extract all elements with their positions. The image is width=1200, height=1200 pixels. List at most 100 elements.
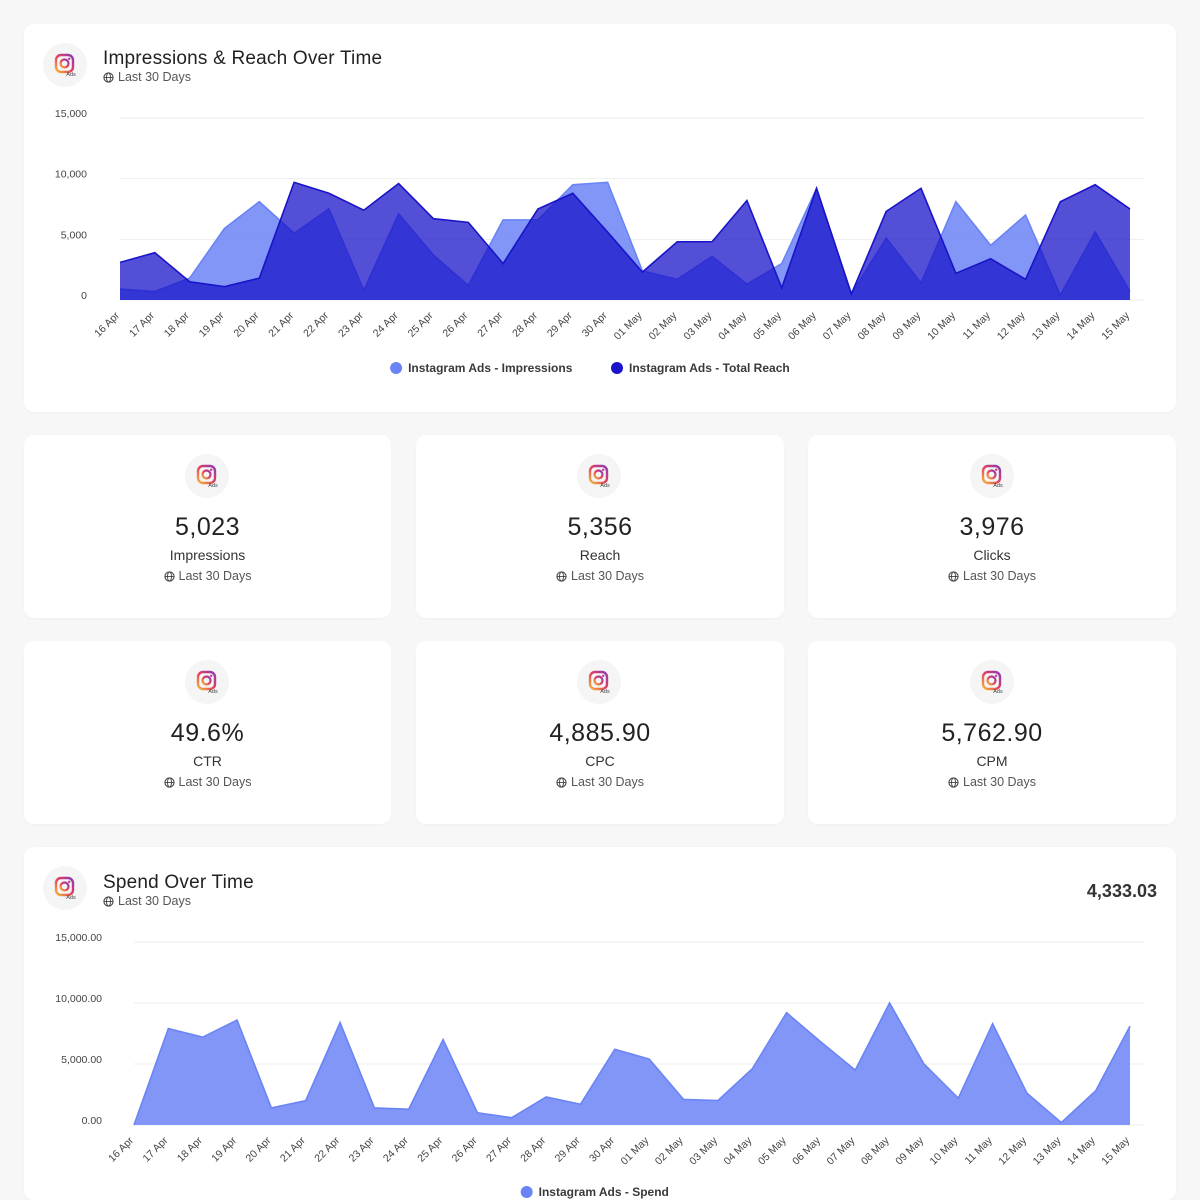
globe-icon xyxy=(163,570,175,582)
kpi-subtitle: Last 30 Days xyxy=(24,569,391,583)
kpi-label: Impressions xyxy=(169,547,246,563)
x-tick-label: 02 May xyxy=(647,309,680,342)
globe-icon xyxy=(948,776,959,788)
chart-subtitle-text: Last 30 Days xyxy=(118,70,191,84)
x-tick-label: 28 Apr xyxy=(510,309,540,339)
x-tick-label: 05 May xyxy=(756,1134,789,1167)
svg-text:Ads: Ads xyxy=(600,483,610,489)
x-tick-label: 21 Apr xyxy=(266,309,296,339)
x-tick-label: 30 Apr xyxy=(580,309,610,339)
chart-title: Spend Over Time xyxy=(103,872,254,893)
kpi-label: Clicks xyxy=(973,547,1011,563)
chart-title: Impressions & Reach Over Time xyxy=(103,48,383,69)
x-tick-label: 01 May xyxy=(618,1134,651,1167)
x-tick-label: 27 Apr xyxy=(484,1134,514,1164)
kpi-card-cpc: Ads 4,885.90 CPC Last 30 Days xyxy=(416,641,784,824)
instagram-ads-icon: Ads xyxy=(185,454,229,498)
instagram-ads-icon: Ads xyxy=(577,660,621,704)
svg-text:Ads: Ads xyxy=(66,895,76,901)
svg-text:Ads: Ads xyxy=(993,689,1003,695)
chart-subtitle: Last 30 Days xyxy=(103,70,191,84)
svg-text:Ads: Ads xyxy=(993,483,1003,489)
x-tick-label: 29 Apr xyxy=(545,309,575,339)
x-tick-label: 30 Apr xyxy=(587,1134,617,1164)
svg-text:Ads: Ads xyxy=(208,483,218,489)
svg-text:Ads: Ads xyxy=(600,689,610,695)
kpi-card-reach: Ads 5,356 Reach Last 30 Days xyxy=(416,435,784,618)
x-tick-label: 26 Apr xyxy=(450,1134,480,1164)
series-area-1 xyxy=(134,1003,1130,1125)
kpi-card-cpm: Ads 5,762.90 CPM Last 30 Days xyxy=(808,641,1176,824)
x-tick-label: 12 May xyxy=(995,309,1028,342)
spend-total: 4,333.03 xyxy=(1086,881,1157,901)
x-tick-label: 23 Apr xyxy=(336,309,366,339)
series-line-2 xyxy=(119,181,1131,297)
kpi-subtitle-text: Last 30 Days xyxy=(178,775,252,789)
x-tick-label: 16 Apr xyxy=(106,1134,136,1164)
series-area-2 xyxy=(120,182,1130,300)
x-tick-label: 20 Apr xyxy=(231,309,261,339)
svg-text:Ads: Ads xyxy=(208,689,218,695)
impressions-reach-chart: 0 5,000 10,000 15,000 16 Apr 17 Apr 18 Apr 19 A… xyxy=(55,108,1144,375)
instagram-ads-icon: Ads xyxy=(970,454,1014,498)
legend-label: Instagram Ads - Impressions xyxy=(408,361,573,375)
legend-swatch xyxy=(611,362,623,374)
legend-label: Instagram Ads - Total Reach xyxy=(629,361,790,375)
x-tick-label: 14 May xyxy=(1065,1134,1098,1167)
chart-subtitle: Last 30 Days xyxy=(103,894,191,908)
x-tick-label: 09 May xyxy=(893,1134,926,1167)
x-tick-label: 11 May xyxy=(961,309,994,342)
kpi-label: CPC xyxy=(585,753,615,769)
x-tick-label: 19 Apr xyxy=(197,309,227,339)
kpi-subtitle: Last 30 Days xyxy=(416,569,784,583)
x-tick-label: 10 May xyxy=(925,309,958,342)
x-tick-label: 27 Apr xyxy=(475,309,505,339)
y-tick-label: 0.00 xyxy=(82,1115,103,1127)
x-tick-label: 08 May xyxy=(859,1134,892,1167)
y-tick-label: 10,000.00 xyxy=(55,993,102,1005)
kpi-value: 5,356 xyxy=(567,513,633,541)
x-tick-label: 16 Apr xyxy=(92,309,122,339)
y-tick-label: 15,000.00 xyxy=(55,932,102,944)
y-tick-label: 0 xyxy=(81,290,87,302)
y-tick-label: 15,000 xyxy=(55,108,87,120)
x-tick-label: 07 May xyxy=(825,1134,858,1167)
instagram-ads-icon: Ads xyxy=(185,660,229,704)
y-tick-label: 10,000 xyxy=(55,169,87,181)
x-tick-label: 09 May xyxy=(890,309,923,342)
x-tick-label: 24 Apr xyxy=(371,309,401,339)
x-tick-label: 20 Apr xyxy=(244,1134,274,1164)
globe-icon xyxy=(948,570,959,582)
svg-text:Ads: Ads xyxy=(66,72,76,78)
x-tick-label: 03 May xyxy=(687,1134,720,1167)
x-tick-label: 11 May xyxy=(962,1134,995,1167)
kpi-card-impressions: Ads 5,023 Impressions Last 30 Days xyxy=(24,435,391,618)
kpi-value: 5,023 xyxy=(174,513,241,541)
x-tick-label: 05 May xyxy=(751,309,784,342)
y-tick-label: 5,000 xyxy=(61,229,87,241)
kpi-value: 5,762.90 xyxy=(941,719,1043,747)
x-tick-label: 04 May xyxy=(716,309,749,342)
kpi-subtitle-text: Last 30 Days xyxy=(178,569,252,583)
x-tick-label: 21 Apr xyxy=(278,1134,308,1164)
x-tick-label: 13 May xyxy=(1031,1134,1064,1167)
kpi-subtitle-text: Last 30 Days xyxy=(963,775,1036,789)
instagram-ads-icon: Ads xyxy=(43,866,87,910)
x-tick-label: 19 Apr xyxy=(209,1134,239,1164)
kpi-subtitle-text: Last 30 Days xyxy=(963,569,1036,583)
instagram-ads-icon: Ads xyxy=(43,43,87,87)
x-tick-label: 25 Apr xyxy=(415,1134,445,1164)
x-tick-label: 15 May xyxy=(1099,309,1132,342)
impressions-reach-card: Ads Impressions & Reach Over Time Last 3… xyxy=(24,24,1176,412)
kpi-label: CTR xyxy=(193,753,222,769)
kpi-value: 49.6% xyxy=(170,719,245,747)
instagram-ads-icon: Ads xyxy=(577,454,621,498)
x-tick-label: 22 Apr xyxy=(301,309,331,339)
y-tick-label: 5,000.00 xyxy=(61,1054,102,1066)
x-tick-label: 24 Apr xyxy=(381,1134,411,1164)
x-tick-label: 26 Apr xyxy=(440,309,470,339)
globe-icon xyxy=(163,776,175,788)
x-tick-label: 06 May xyxy=(786,309,819,342)
x-tick-label: 23 Apr xyxy=(347,1134,377,1164)
series-line-1 xyxy=(133,1001,1131,1126)
